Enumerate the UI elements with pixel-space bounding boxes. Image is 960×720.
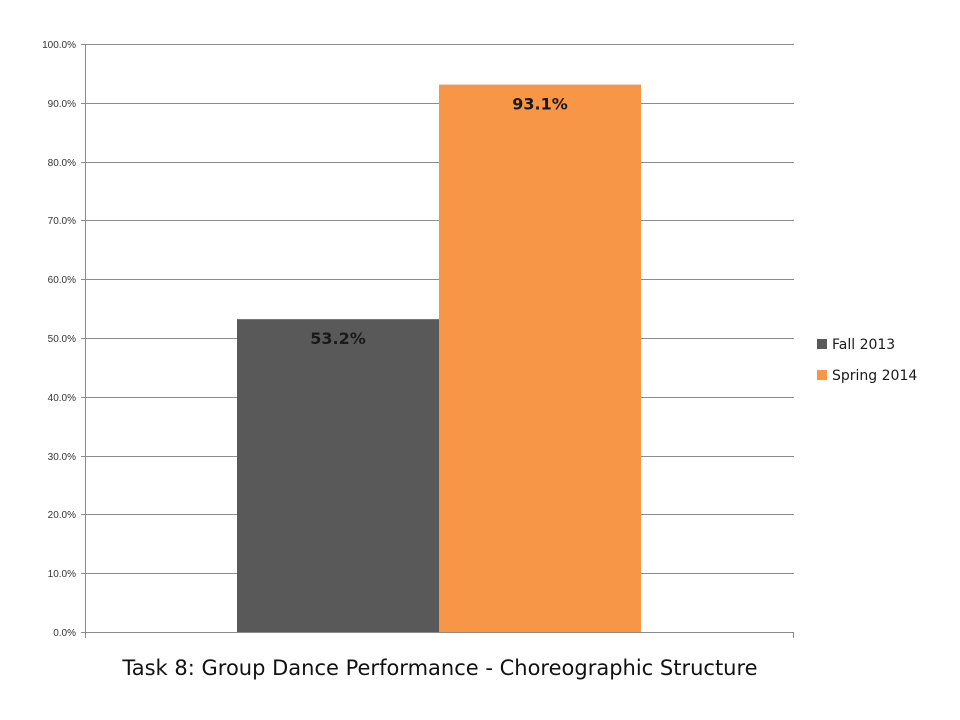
y-tick-label: 0.0% <box>53 628 76 639</box>
y-tick-label: 50.0% <box>48 334 76 345</box>
data-labels: 53.2% 93.1% <box>310 95 568 349</box>
y-tick-label: 80.0% <box>48 158 76 169</box>
bars <box>237 84 641 632</box>
data-label: 93.1% <box>512 95 568 114</box>
legend-label: Spring 2014 <box>832 368 917 384</box>
y-tick-label: 90.0% <box>48 99 76 110</box>
axes <box>81 44 794 638</box>
chart-title: Task 8: Group Dance Performance - Choreo… <box>121 656 757 680</box>
y-tick-label: 100.0% <box>42 40 76 51</box>
legend-swatch <box>817 370 827 380</box>
legend-label: Fall 2013 <box>832 337 895 353</box>
y-tick-label: 20.0% <box>48 510 76 521</box>
bar-spring-2014 <box>439 84 641 632</box>
legend-swatch <box>817 339 827 349</box>
y-tick-label: 40.0% <box>48 393 76 404</box>
legend: Fall 2013 Spring 2014 <box>817 337 917 384</box>
y-tick-labels: 0.0% 10.0% 20.0% 30.0% 40.0% 50.0% 60.0% 70.0% 8… <box>42 40 76 639</box>
bar-fall-2013 <box>237 319 439 632</box>
data-label: 53.2% <box>310 329 366 348</box>
y-tick-label: 30.0% <box>48 452 76 463</box>
y-tick-label: 70.0% <box>48 216 76 227</box>
y-tick-label: 60.0% <box>48 275 76 286</box>
y-tick-label: 10.0% <box>48 569 76 580</box>
